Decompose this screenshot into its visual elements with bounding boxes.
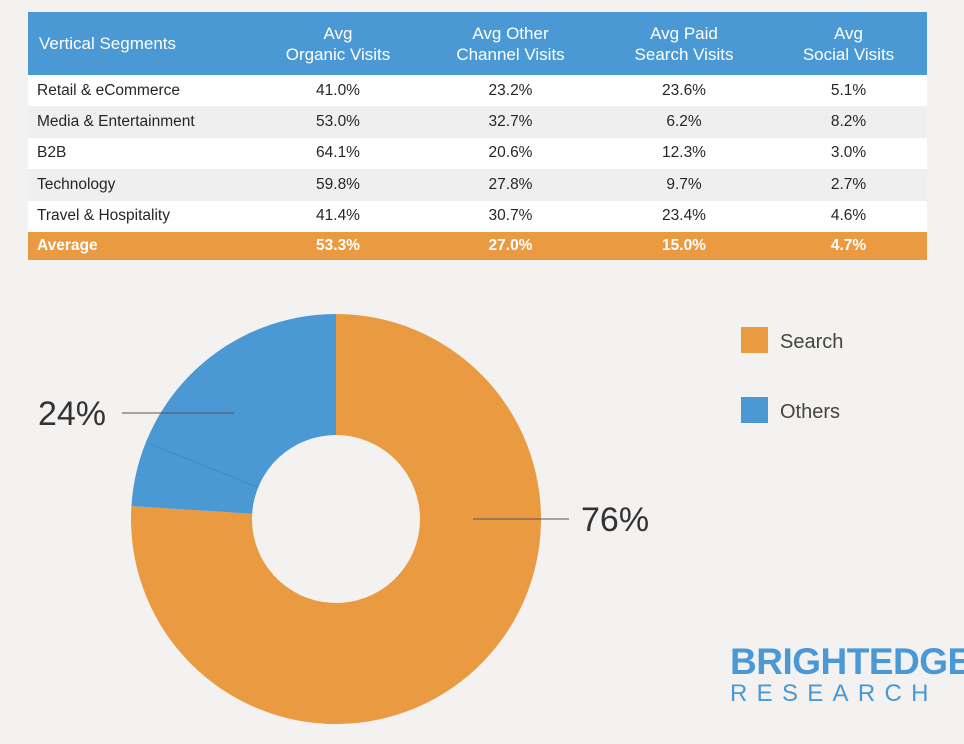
social-cell: 8.2% (770, 106, 927, 138)
social-cell: 4.6% (770, 200, 927, 232)
segment-cell: B2B (28, 137, 253, 170)
legend-swatch-others (741, 397, 768, 423)
legend-label-search: Search (780, 331, 843, 353)
paid-search-cell: 12.3% (598, 137, 770, 170)
donut-slice-others (131, 314, 336, 514)
organic-cell: 59.8% (253, 169, 423, 201)
other-channel-cell: 20.6% (423, 137, 598, 170)
social-cell: 5.1% (770, 75, 927, 107)
average-paid-search-cell: 15.0% (598, 231, 770, 260)
organic-cell: 64.1% (253, 137, 423, 170)
header-vertical-segments: Vertical Segments (28, 12, 253, 75)
brightedge-research-logo: BRIGHTEDGE RESEARCH (730, 641, 964, 707)
segment-cell: Technology (28, 169, 253, 201)
segment-cell: Travel & Hospitality (28, 200, 253, 232)
data-table: Vertical Segments Avg Organic Visits Avg… (28, 12, 927, 260)
social-cell: 2.7% (770, 169, 927, 201)
average-other-channel-cell: 27.0% (423, 231, 598, 260)
segment-cell: Retail & eCommerce (28, 75, 253, 107)
average-row: Average 53.3% 27.0% 15.0% 4.7% (28, 231, 927, 260)
vertical-segments-table: Vertical Segments Avg Organic Visits Avg… (28, 12, 927, 260)
organic-cell: 41.4% (253, 200, 423, 232)
other-channel-cell: 32.7% (423, 106, 598, 138)
donut-inner-divider (145, 441, 259, 488)
other-channel-cell: 27.8% (423, 169, 598, 201)
other-channel-cell: 23.2% (423, 75, 598, 107)
table-row: Travel & Hospitality 41.4% 30.7% 23.4% 4… (28, 200, 927, 232)
paid-search-cell: 23.4% (598, 200, 770, 232)
social-cell: 3.0% (770, 137, 927, 170)
paid-search-cell: 9.7% (598, 169, 770, 201)
paid-search-cell: 23.6% (598, 75, 770, 107)
slice-label-search: 76% (581, 501, 649, 539)
brand-line-2: RESEARCH (730, 680, 938, 707)
organic-cell: 41.0% (253, 75, 423, 107)
paid-search-cell: 6.2% (598, 106, 770, 138)
brand-line-1: BRIGHTEDGE (730, 641, 964, 682)
table-row: Technology 59.8% 27.8% 9.7% 2.7% (28, 169, 927, 201)
legend-label-others: Others (780, 401, 840, 423)
table-row: Retail & eCommerce 41.0% 23.2% 23.6% 5.1… (28, 75, 927, 107)
header-avg-paid-search-visits: Avg Paid Search Visits (598, 12, 770, 75)
organic-cell: 53.0% (253, 106, 423, 138)
table-row: B2B 64.1% 20.6% 12.3% 3.0% (28, 137, 927, 170)
average-organic-cell: 53.3% (253, 231, 423, 260)
header-avg-organic-visits: Avg Organic Visits (253, 12, 423, 75)
legend-swatch-search (741, 327, 768, 353)
header-avg-other-channel-visits: Avg Other Channel Visits (423, 12, 598, 75)
table-row: Media & Entertainment 53.0% 32.7% 6.2% 8… (28, 106, 927, 138)
header-avg-social-visits: Avg Social Visits (770, 12, 927, 75)
donut-slice-search (131, 314, 541, 724)
table-header-row: Vertical Segments Avg Organic Visits Avg… (28, 12, 927, 75)
segment-cell: Media & Entertainment (28, 106, 253, 138)
slice-label-others: 24% (38, 395, 106, 433)
other-channel-cell: 30.7% (423, 200, 598, 232)
average-label-cell: Average (28, 231, 253, 260)
average-social-cell: 4.7% (770, 231, 927, 260)
